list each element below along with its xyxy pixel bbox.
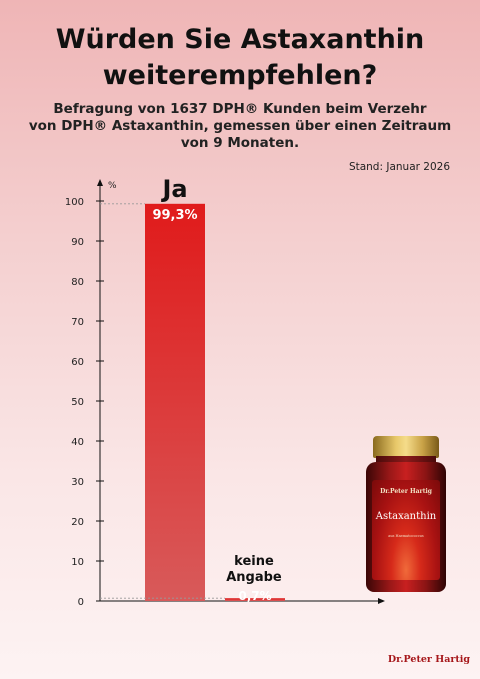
y-tick-label: 60 [71,357,84,368]
jar-sub: aus Haematococcus [388,534,424,538]
bar-value-label: 0,7% [238,589,271,603]
bars [100,203,285,602]
subtitle-line-2: von DPH® Astaxanthin, gemessen über eine… [28,118,452,134]
y-tick-label: 80 [71,277,84,288]
bar-category-label: keine [234,554,274,569]
subtitle-line-3: von 9 Monaten. [180,135,300,151]
y-tick-label: 100 [65,197,84,208]
stand-date: Stand: Januar 2026 [348,161,450,173]
product-image: Dr.Peter Hartig Astaxanthin aus Haematoc… [366,436,446,594]
brand-logo: Dr.Peter Hartig [387,654,470,665]
jar-brand: Dr.Peter Hartig [380,488,432,495]
y-tick-label: 30 [71,477,84,488]
y-axis-unit: % [108,181,117,191]
y-axis-arrow [97,179,103,186]
y-tick-label: 20 [71,517,84,528]
x-axis-arrow [378,598,385,604]
y-tick-label: 0 [78,597,84,608]
y-tick-label: 10 [71,557,84,568]
jar-label: Dr.Peter Hartig Astaxanthin aus Haematoc… [372,480,440,580]
y-tick-label: 40 [71,437,84,448]
y-tick-label: 90 [71,237,84,248]
title-line-1: Würden Sie Astaxanthin [55,24,425,55]
bar-value-label: 99,3% [152,208,197,223]
bar-category-label: Ja [160,175,187,203]
title-line-2: weiterempfehlen? [102,60,378,91]
chart-title: Würden Sie Astaxanthin weiterempfehlen? [0,22,480,94]
chart-subtitle: Befragung von 1637 DPH® Kunden beim Verz… [20,101,460,152]
jar-lid [373,436,439,458]
chart-axes: % [97,179,385,604]
bar [145,203,205,602]
y-tick-label: 70 [71,317,84,328]
jar-product-name: Astaxanthin [375,511,437,522]
y-axis-ticks: 0 10 20 30 40 50 60 70 80 90 100 [65,197,104,608]
jar-neck [376,456,436,464]
subtitle-line-1: Befragung von 1637 DPH® Kunden beim Verz… [53,101,427,117]
y-tick-label: 50 [71,397,84,408]
bar-category-label: Angabe [226,570,282,585]
bar [225,598,285,601]
